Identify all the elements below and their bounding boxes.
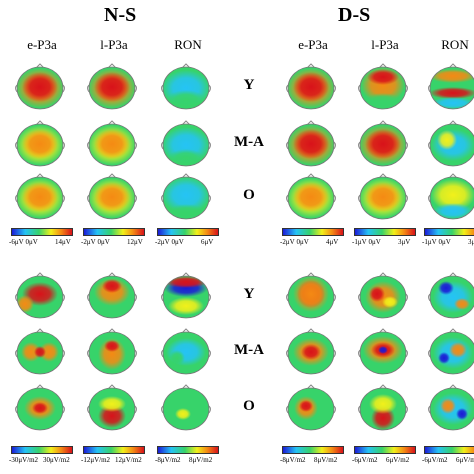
panel-title-ns: N-S: [104, 4, 137, 26]
topo-map-bottom-p0-r0-c1: [81, 272, 143, 320]
topo-map-bottom-p0-r0-c2: [155, 272, 217, 320]
top-scale-p1-c2-colorbar: [424, 228, 474, 236]
topo-map-top-p0-r0-c1: [81, 63, 143, 111]
group-label-top-1: M-A: [234, 134, 264, 150]
group-label-top-2: O: [243, 187, 255, 203]
topo-map-bottom-p1-r2-c2: [422, 384, 474, 432]
bottom-scale-p1-c2-colorbar: [424, 446, 474, 454]
topo-map-bottom-p1-r0-c2: [422, 272, 474, 320]
bottom-scale-p0-c0-tick-1: 30μV/m2: [43, 456, 70, 464]
topo-map-top-p1-r1-c1: [352, 120, 414, 168]
top-scale-p1-c2-tick-2: 3μV: [468, 238, 474, 246]
topo-map-top-p0-r1-c2: [155, 120, 217, 168]
top-scale-p1-c1-colorbar: [354, 228, 416, 236]
topo-map-bottom-p0-r2-c2: [155, 384, 217, 432]
column-header-1-0: e-P3a: [298, 37, 328, 52]
topo-map-top-p1-r2-c0: [280, 173, 342, 221]
bottom-scale-p0-c2-tick-1: 8μV/m2: [189, 456, 213, 464]
topo-map-bottom-p1-r1-c1: [352, 328, 414, 376]
topo-map-top-p1-r2-c2: [422, 173, 474, 221]
top-scale-p0-c2-colorbar: [157, 228, 219, 236]
column-header-0-1: l-P3a: [100, 37, 128, 52]
top-scale-p0-c2-tick-1: 0μV: [171, 238, 184, 246]
topo-map-bottom-p0-r1-c1: [81, 328, 143, 376]
top-scale-p1-c0-tick-2: 4μV: [326, 238, 339, 246]
top-scale-p1-c2-tick-1: 0μV: [438, 238, 451, 246]
top-scale-p0-c0-tick-2: 14μV: [55, 238, 71, 246]
top-scale-p0-c1-tick-0: -2μV: [81, 238, 96, 246]
group-label-bottom-0: Y: [243, 286, 255, 302]
topo-map-bottom-p0-r1-c2: [155, 328, 217, 376]
topo-map-bottom-p1-r2-c1: [352, 384, 414, 432]
top-scale-p0-c1-colorbar: [83, 228, 145, 236]
top-scale-p0-c0-tick-0: -6μV: [9, 238, 24, 246]
bottom-scale-p0-c1-tick-0: -12μV/m2: [81, 456, 111, 464]
bottom-scale-p1-c0-tick-1: 8μV/m2: [314, 456, 338, 464]
topo-map-bottom-p1-r1-c2: [422, 328, 474, 376]
top-scale-p0-c0-tick-1: 0μV: [25, 238, 38, 246]
group-label-bottom-2: O: [243, 398, 255, 414]
bottom-scale-p0-c2-tick-0: -8μV/m2: [155, 456, 181, 464]
topo-map-bottom-p1-r1-c0: [280, 328, 342, 376]
topo-map-bottom-p1-r0-c1: [352, 272, 414, 320]
panel-title-ds: D-S: [338, 4, 371, 26]
bottom-scale-p1-c1-tick-0: -6μV/m2: [352, 456, 378, 464]
bottom-scale-p1-c0-tick-0: -8μV/m2: [280, 456, 306, 464]
column-header-0-0: e-P3a: [27, 37, 57, 52]
top-scale-p0-c1-tick-1: 0μV: [97, 238, 110, 246]
top-scale-p1-c0-tick-1: 0μV: [296, 238, 309, 246]
topo-map-bottom-p0-r2-c1: [81, 384, 143, 432]
topo-map-top-p1-r2-c1: [352, 173, 414, 221]
column-header-0-2: RON: [174, 37, 202, 52]
topo-map-top-p0-r2-c1: [81, 173, 143, 221]
topo-map-top-p0-r1-c1: [81, 120, 143, 168]
bottom-scale-p1-c2-tick-0: -6μV/m2: [422, 456, 448, 464]
top-scale-p1-c0-colorbar: [282, 228, 344, 236]
group-label-top-0: Y: [243, 77, 255, 93]
top-scale-p1-c1-tick-2: 3μV: [398, 238, 411, 246]
topo-map-bottom-p1-r2-c0: [280, 384, 342, 432]
topo-map-top-p0-r0-c0: [9, 63, 71, 111]
bottom-scale-p0-c0-colorbar: [11, 446, 73, 454]
topo-map-top-p1-r1-c2: [422, 120, 474, 168]
bottom-scale-p0-c2-colorbar: [157, 446, 219, 454]
top-scale-p0-c2-tick-0: -2μV: [155, 238, 170, 246]
column-header-1-1: l-P3a: [371, 37, 399, 52]
bottom-scale-p0-c0-tick-0: -30μV/m2: [9, 456, 39, 464]
top-scale-p0-c1-tick-2: 12μV: [127, 238, 143, 246]
topo-map-top-p1-r0-c0: [280, 63, 342, 111]
top-scale-p1-c1-tick-0: -1μV: [352, 238, 367, 246]
top-scale-p1-c0-tick-0: -2μV: [280, 238, 295, 246]
topo-map-bottom-p0-r0-c0: [9, 272, 71, 320]
top-scale-p0-c2-tick-2: 6μV: [201, 238, 214, 246]
topo-map-top-p0-r1-c0: [9, 120, 71, 168]
topo-map-top-p0-r0-c2: [155, 63, 217, 111]
topo-map-top-p1-r1-c0: [280, 120, 342, 168]
top-scale-p1-c1-tick-1: 0μV: [368, 238, 381, 246]
topo-map-top-p1-r0-c1: [352, 63, 414, 111]
bottom-scale-p1-c1-tick-1: 6μV/m2: [386, 456, 410, 464]
topo-map-bottom-p0-r1-c0: [9, 328, 71, 376]
topo-map-top-p1-r0-c2: [422, 63, 474, 111]
bottom-scale-p0-c1-colorbar: [83, 446, 145, 454]
topo-map-top-p0-r2-c0: [9, 173, 71, 221]
bottom-scale-p1-c0-colorbar: [282, 446, 344, 454]
top-scale-p0-c0-colorbar: [11, 228, 73, 236]
topo-map-top-p0-r2-c2: [155, 173, 217, 221]
column-header-1-2: RON: [441, 37, 469, 52]
group-label-bottom-1: M-A: [234, 342, 264, 358]
topo-map-bottom-p1-r0-c0: [280, 272, 342, 320]
bottom-scale-p1-c2-tick-1: 6μV/m2: [456, 456, 474, 464]
topo-map-bottom-p0-r2-c0: [9, 384, 71, 432]
bottom-scale-p1-c1-colorbar: [354, 446, 416, 454]
bottom-scale-p0-c1-tick-1: 12μV/m2: [115, 456, 142, 464]
top-scale-p1-c2-tick-0: -1μV: [422, 238, 437, 246]
